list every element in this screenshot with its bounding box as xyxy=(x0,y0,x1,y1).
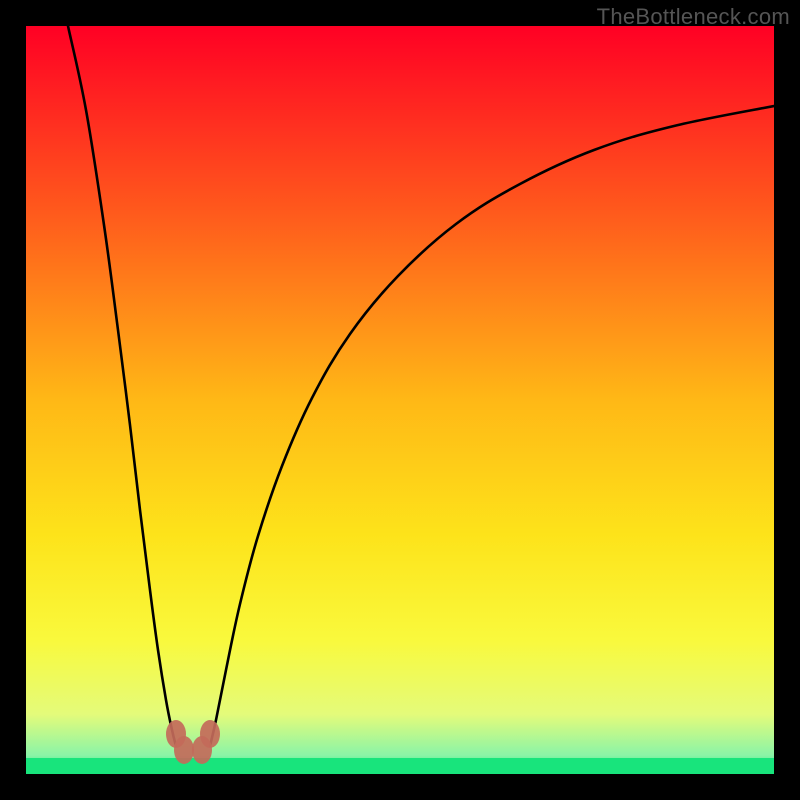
bottleneck-marker-1 xyxy=(174,736,194,764)
curve-left-branch xyxy=(68,26,176,746)
chart-overlay xyxy=(0,0,800,800)
chart-container: TheBottleneck.com xyxy=(0,0,800,800)
curve-right-branch xyxy=(210,106,774,746)
bottleneck-marker-3 xyxy=(200,720,220,748)
